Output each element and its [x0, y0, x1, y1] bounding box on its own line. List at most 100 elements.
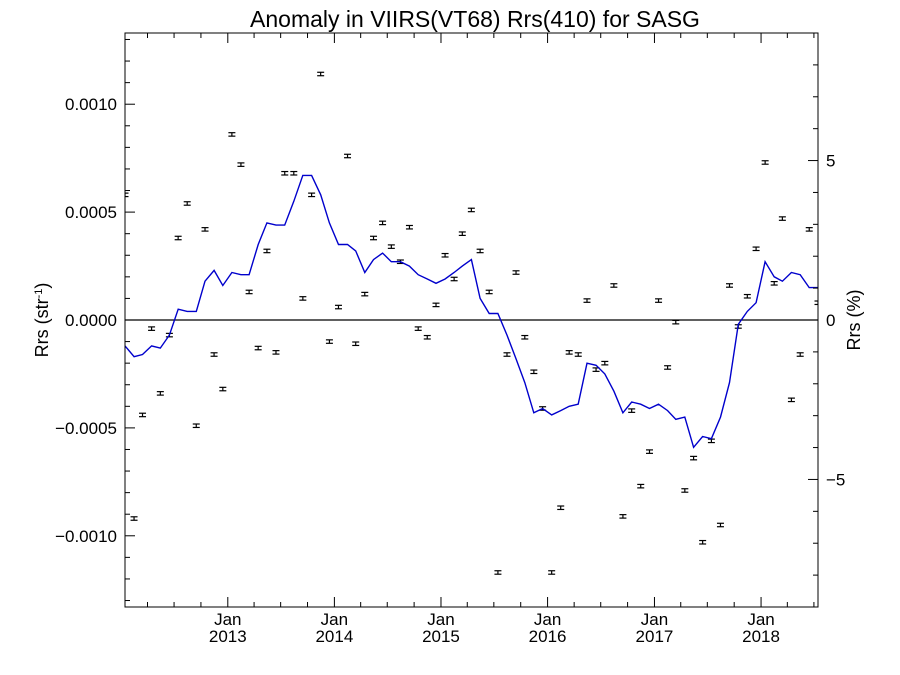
- y-axis-label: Rrs (str-1): [32, 283, 52, 358]
- data-point: [805, 227, 813, 232]
- data-point: [245, 289, 253, 295]
- data-point: [281, 170, 289, 176]
- data-point: [770, 280, 778, 286]
- data-point: [610, 283, 618, 288]
- x-tick-label-year: 2015: [422, 627, 460, 646]
- data-point: [139, 412, 147, 418]
- data-point: [183, 201, 191, 206]
- data-point: [664, 365, 672, 370]
- data-point: [405, 224, 413, 230]
- data-point: [557, 505, 565, 511]
- x-tick-label-month: Jan: [214, 610, 241, 629]
- y-tick-label: 0.0010: [65, 95, 117, 114]
- data-point: [476, 248, 484, 254]
- data-point: [228, 132, 236, 137]
- data-point: [583, 298, 591, 303]
- data-point: [156, 391, 164, 396]
- data-point: [237, 162, 245, 167]
- data-point: [743, 293, 751, 299]
- data-point: [619, 514, 627, 519]
- data-point: [503, 352, 511, 357]
- data-point: [432, 302, 440, 308]
- y2-tick-label: 5: [826, 152, 835, 171]
- data-point: [414, 326, 422, 331]
- x-tick-label-year: 2017: [636, 627, 674, 646]
- data-point: [299, 296, 307, 301]
- data-point: [317, 71, 325, 77]
- series-line: [125, 174, 818, 449]
- data-point: [174, 235, 182, 241]
- y-axis-label-close: ): [32, 283, 52, 289]
- x-tick-label-month: Jan: [641, 610, 668, 629]
- data-point: [716, 522, 724, 528]
- data-point: [272, 350, 280, 355]
- data-point: [601, 360, 609, 366]
- data-point: [726, 283, 734, 288]
- data-point: [690, 455, 698, 461]
- y2-axis-label: Rrs (%): [844, 290, 864, 351]
- data-point: [379, 220, 387, 226]
- data-point: [778, 216, 786, 221]
- y2-tick-label: −5: [826, 470, 845, 489]
- data-point: [450, 276, 458, 282]
- chart-title: Anomaly in VIIRS(VT68) Rrs(410) for SASG: [250, 6, 700, 32]
- data-point: [458, 231, 466, 237]
- data-point: [125, 192, 129, 198]
- x-tick-label-year: 2014: [315, 627, 353, 646]
- data-point: [494, 570, 502, 575]
- data-point: [219, 386, 227, 392]
- data-point: [387, 244, 395, 249]
- data-point: [130, 516, 138, 521]
- data-point: [565, 350, 573, 355]
- data-point: [628, 408, 636, 413]
- data-point: [263, 248, 271, 254]
- x-tick-label-month: Jan: [534, 610, 561, 629]
- data-point: [308, 192, 316, 198]
- data-point: [655, 298, 663, 303]
- y-axis-label-superscript: -1: [33, 289, 45, 299]
- y-tick-label: −0.0010: [55, 527, 117, 546]
- data-point: [325, 339, 333, 344]
- data-point: [637, 483, 645, 489]
- data-point: [787, 397, 795, 403]
- data-point: [352, 341, 360, 347]
- plot-area: [125, 71, 818, 575]
- x-tick-label-month: Jan: [321, 610, 348, 629]
- data-point: [485, 289, 493, 295]
- y-tick-label: −0.0005: [55, 419, 117, 438]
- data-point: [210, 352, 218, 357]
- axes: Jan2013Jan2014Jan2015Jan2016Jan2017Jan20…: [55, 32, 845, 646]
- data-point: [201, 227, 209, 232]
- data-point: [752, 246, 760, 252]
- x-tick-label-year: 2018: [742, 627, 780, 646]
- data-point: [530, 369, 538, 375]
- data-point: [761, 160, 769, 165]
- data-point: [370, 235, 378, 241]
- data-point: [441, 252, 449, 258]
- data-point: [574, 352, 582, 357]
- data-point: [814, 300, 818, 306]
- data-point: [699, 539, 707, 545]
- x-tick-label-year: 2016: [529, 627, 567, 646]
- data-point: [148, 326, 156, 331]
- data-point: [672, 319, 680, 325]
- data-point: [290, 170, 298, 176]
- data-point: [361, 291, 369, 297]
- y2-tick-label: 0: [826, 311, 835, 330]
- y-tick-label: 0.0000: [65, 311, 117, 330]
- x-tick-label-month: Jan: [427, 610, 454, 629]
- data-point: [467, 207, 475, 213]
- data-point: [681, 488, 689, 493]
- data-point: [521, 334, 529, 340]
- data-point: [796, 352, 804, 357]
- data-point: [192, 423, 200, 429]
- data-point: [512, 270, 520, 275]
- x-tick-label-year: 2013: [209, 627, 247, 646]
- plot-marks: [125, 71, 818, 575]
- data-point: [645, 449, 653, 454]
- y-tick-label: 0.0005: [65, 203, 117, 222]
- data-point: [548, 570, 556, 575]
- data-point: [254, 345, 262, 351]
